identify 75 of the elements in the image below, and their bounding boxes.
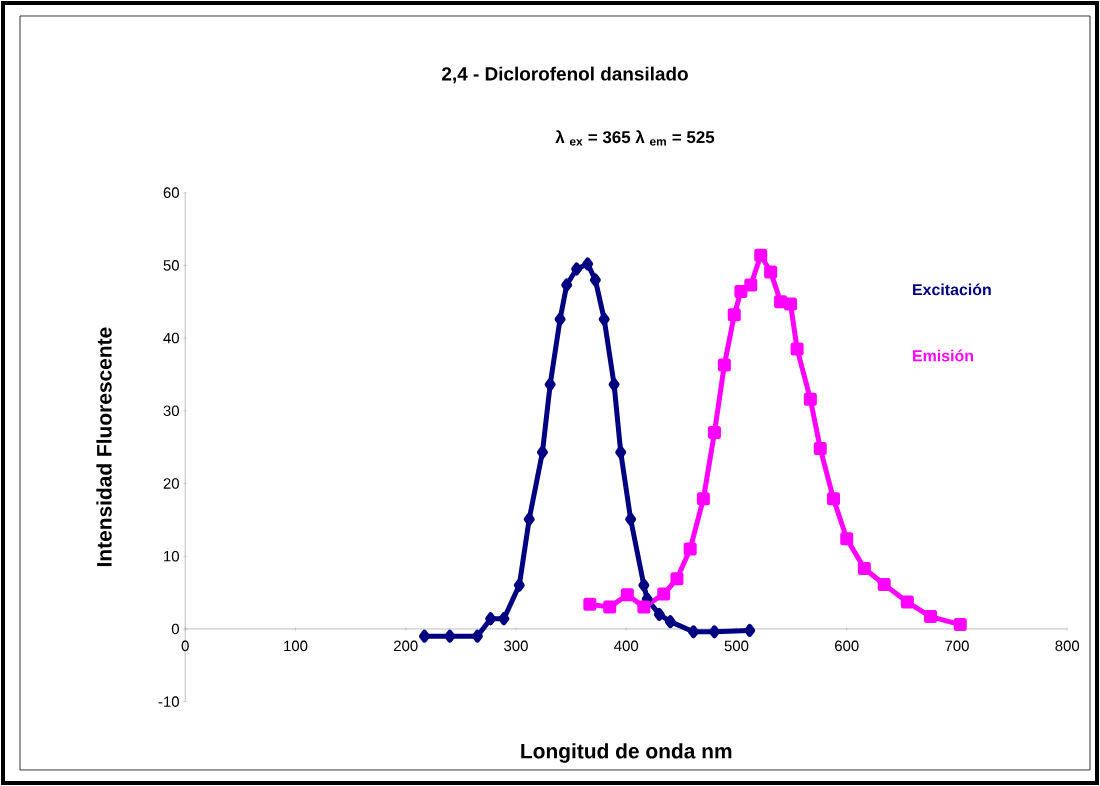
point: [708, 625, 720, 639]
point: [784, 297, 797, 311]
point: [734, 285, 748, 299]
x-tick-label: 200: [394, 640, 418, 652]
point: [653, 607, 665, 621]
point: [707, 426, 721, 440]
point: [840, 532, 854, 546]
point: [615, 445, 627, 459]
point: [554, 312, 566, 326]
x-axis-title: Longitud de onda nm: [521, 743, 732, 763]
x-tick-label: 0: [181, 640, 189, 652]
point: [620, 588, 634, 602]
point: [625, 512, 637, 526]
point: [444, 629, 456, 643]
point: [638, 578, 650, 592]
text: Emisión: [913, 349, 974, 362]
point: [536, 445, 548, 459]
point: [900, 595, 914, 609]
point: [727, 308, 741, 322]
point: [696, 492, 710, 506]
point: [571, 262, 583, 276]
chart-subtitle: λ $_{ex}$ = 365 λ $_{em}$ = 525: [555, 130, 715, 146]
point: [544, 378, 556, 392]
point: [583, 597, 597, 611]
point: [857, 562, 871, 576]
point: [603, 600, 617, 614]
point: [498, 612, 510, 626]
point: [924, 610, 938, 624]
y-axis-title: Intensidad Fluorescente: [96, 327, 112, 567]
y-tick-label: 20: [163, 478, 179, 489]
y-tick-label: 10: [164, 550, 179, 562]
text: Excitación: [913, 283, 991, 296]
point: [687, 625, 699, 639]
point: [764, 265, 778, 279]
y-tick-label: 60: [163, 187, 179, 198]
point: [813, 442, 827, 456]
point: [608, 378, 620, 392]
point: [877, 578, 891, 592]
point: [471, 629, 483, 643]
x-tick-label: 300: [504, 640, 528, 652]
x-tick-label: 800: [1055, 640, 1080, 652]
point: [582, 257, 594, 271]
y-tick-label: 0: [171, 623, 179, 635]
point: [803, 392, 817, 406]
x-tick-label: 100: [284, 640, 308, 652]
point: [744, 623, 756, 637]
point: [637, 600, 651, 614]
point: [657, 587, 671, 601]
y-tick-label: 30: [163, 405, 179, 417]
point: [664, 615, 676, 629]
chart-title: 2,4 - Diclorofenol dansilado: [442, 66, 688, 84]
point: [670, 572, 684, 586]
point: [754, 248, 768, 262]
x-tick-label: 700: [945, 640, 969, 652]
x-tick-label: 400: [614, 640, 639, 652]
point: [523, 512, 535, 526]
x-tick-label: 600: [835, 640, 859, 652]
point: [744, 278, 758, 292]
y-tick-label: 50: [163, 260, 179, 271]
point: [717, 358, 731, 372]
point: [561, 278, 573, 292]
point: [418, 629, 430, 643]
point: [774, 295, 788, 309]
point: [589, 273, 601, 287]
point: [683, 542, 697, 556]
point: [790, 342, 804, 356]
point: [598, 312, 610, 326]
x-tick-label: 500: [724, 640, 749, 652]
point: [485, 612, 497, 626]
point: [513, 578, 525, 592]
y-tick-label: -10: [158, 696, 179, 707]
point: [953, 618, 967, 632]
point: [641, 592, 653, 606]
point: [827, 492, 840, 506]
y-tick-label: 40: [163, 332, 179, 344]
